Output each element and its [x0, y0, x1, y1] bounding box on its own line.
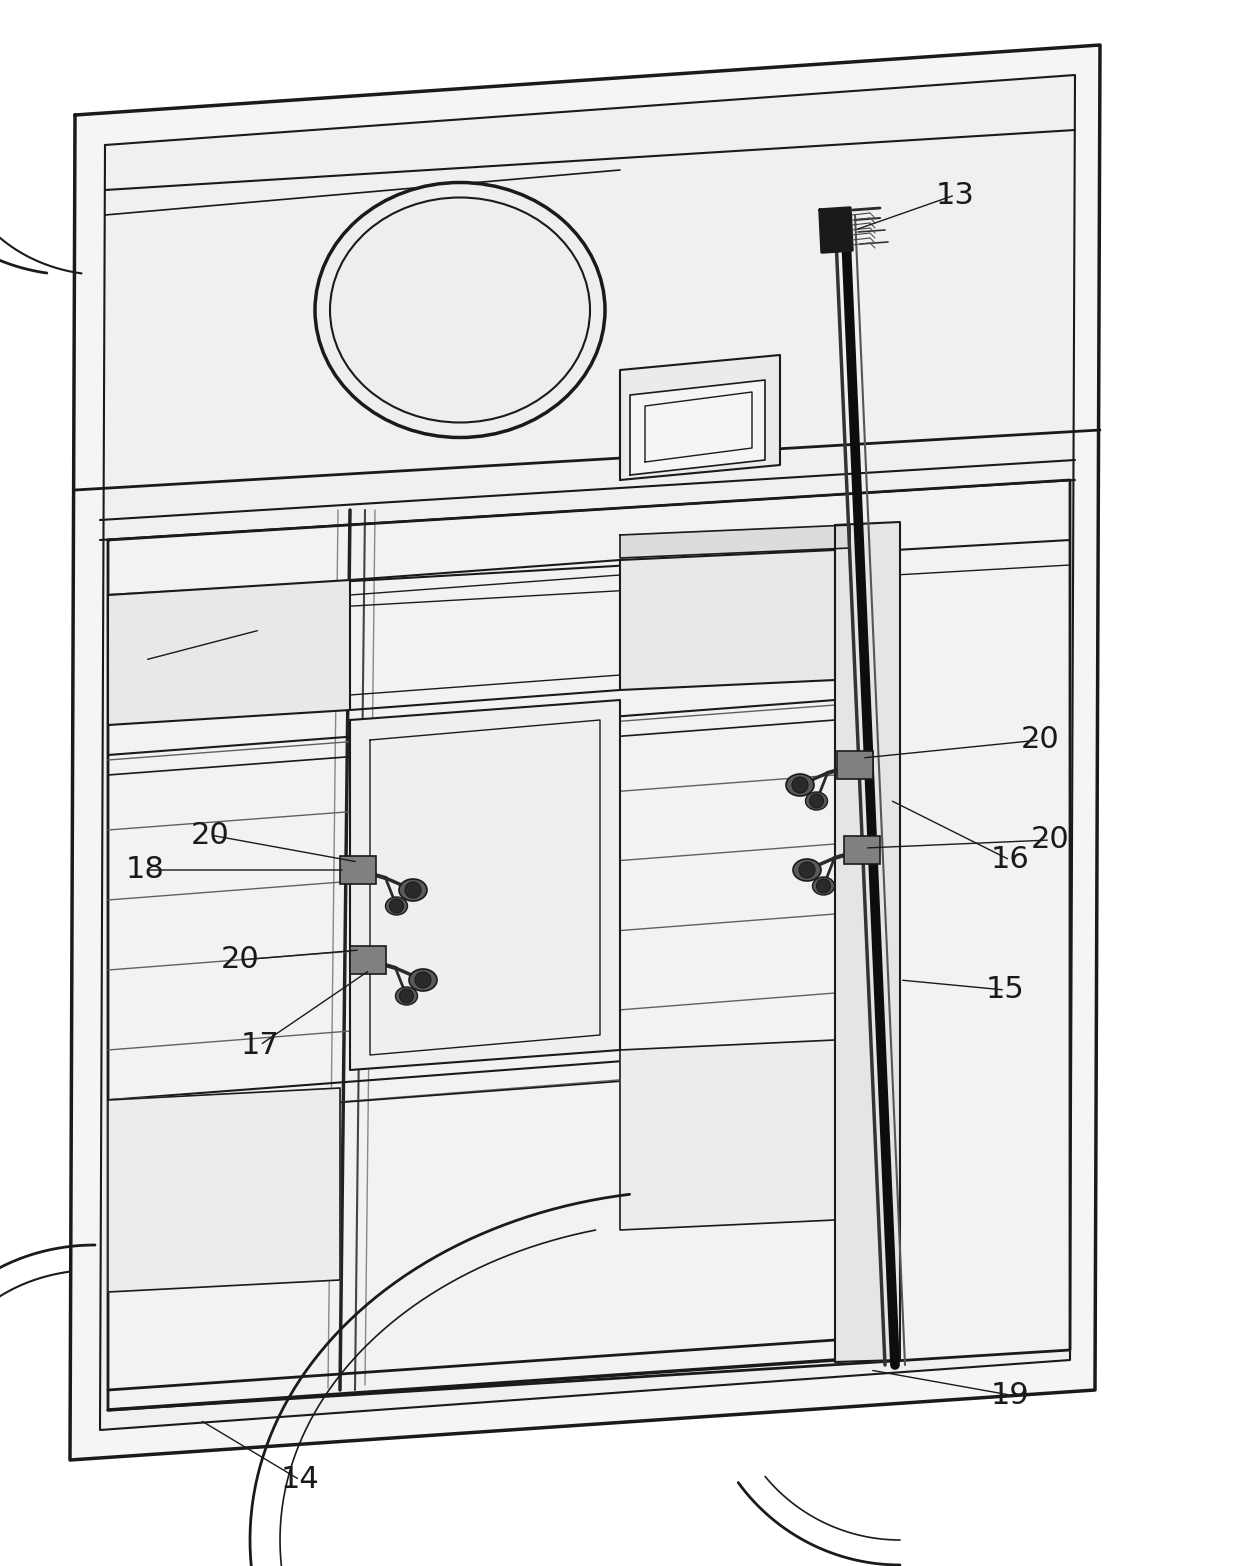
Circle shape [405, 882, 422, 897]
Polygon shape [620, 355, 780, 481]
Circle shape [389, 899, 403, 913]
Text: 14: 14 [280, 1466, 320, 1494]
Polygon shape [620, 525, 849, 557]
Text: 18: 18 [125, 855, 165, 885]
Circle shape [792, 777, 808, 792]
Bar [844, 836, 880, 864]
Text: 20: 20 [1030, 825, 1069, 855]
Polygon shape [108, 579, 350, 725]
Text: 16: 16 [991, 846, 1029, 874]
Polygon shape [69, 45, 1100, 1460]
Polygon shape [108, 481, 1070, 1409]
Text: 13: 13 [935, 180, 975, 210]
Text: 17: 17 [241, 1030, 279, 1060]
Polygon shape [108, 1088, 340, 1292]
Circle shape [810, 794, 823, 808]
Polygon shape [100, 75, 1075, 1430]
Ellipse shape [786, 774, 813, 796]
Ellipse shape [806, 792, 827, 810]
Polygon shape [835, 521, 900, 1362]
Ellipse shape [315, 183, 605, 437]
Bar [350, 946, 386, 974]
Circle shape [415, 972, 432, 988]
Circle shape [399, 990, 413, 1002]
Text: 20: 20 [191, 821, 229, 849]
Bar [837, 752, 873, 778]
Text: 20: 20 [1021, 725, 1059, 755]
Circle shape [816, 879, 831, 893]
Polygon shape [820, 208, 852, 252]
Text: 11: 11 [125, 645, 165, 675]
Ellipse shape [399, 879, 427, 900]
Ellipse shape [794, 860, 821, 882]
Polygon shape [350, 700, 620, 1070]
Ellipse shape [386, 897, 408, 915]
Polygon shape [630, 381, 765, 474]
Text: 19: 19 [991, 1381, 1029, 1409]
Circle shape [799, 861, 815, 879]
Bar [340, 857, 376, 883]
Ellipse shape [812, 877, 835, 896]
Text: 20: 20 [221, 946, 259, 974]
Ellipse shape [409, 969, 436, 991]
Polygon shape [620, 550, 835, 691]
Text: 15: 15 [986, 976, 1024, 1004]
Polygon shape [620, 1040, 835, 1229]
Ellipse shape [396, 987, 418, 1005]
